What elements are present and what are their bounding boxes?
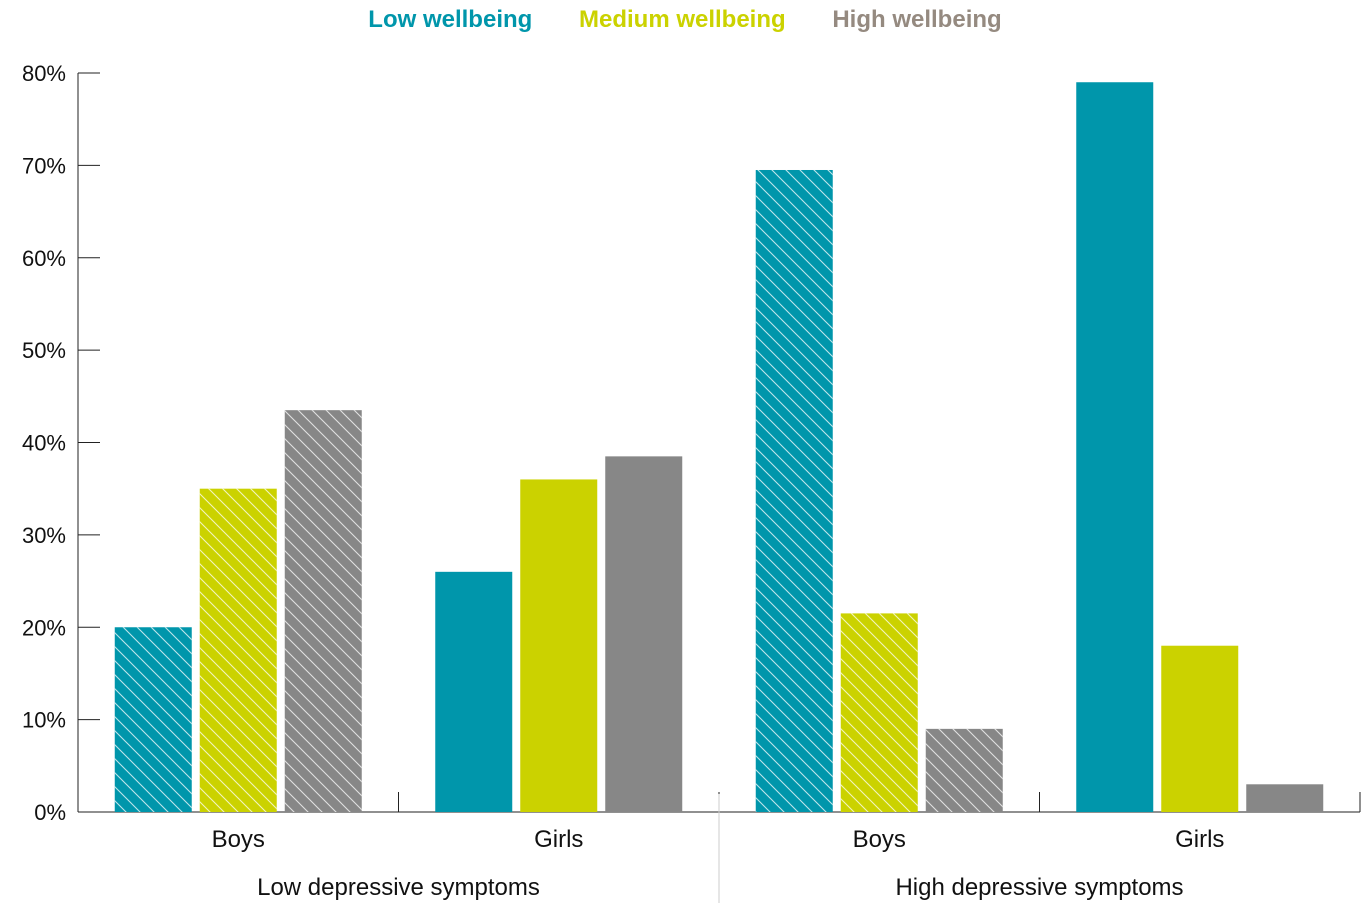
y-tick-label: 30% (22, 523, 66, 548)
bar (520, 479, 598, 812)
y-tick-label: 40% (22, 431, 66, 456)
legend-high-wellbeing: High wellbeing (832, 6, 1002, 33)
x-category-label: Boys (853, 826, 906, 853)
y-tick-label: 10% (22, 708, 66, 733)
x-category-label: Girls (1175, 826, 1224, 853)
bar-hatch (925, 728, 1003, 812)
y-tick-label: 20% (22, 615, 66, 640)
legend-low-wellbeing: Low wellbeing (368, 6, 533, 33)
bar-hatch (840, 613, 918, 812)
legend-medium-wellbeing: Medium wellbeing (578, 6, 786, 33)
y-tick-label: 0% (34, 800, 66, 825)
bar (1246, 784, 1324, 812)
y-tick-label: 60% (22, 246, 66, 271)
bar (605, 456, 683, 812)
bar-hatch (199, 488, 277, 812)
y-tick-label: 70% (22, 153, 66, 178)
bar-hatch (114, 627, 192, 812)
bar-hatch (284, 410, 362, 812)
bar (435, 571, 513, 812)
chart-legend: Low wellbeing Medium wellbeing High well… (0, 6, 1370, 34)
bar-hatch (755, 169, 833, 812)
x-category-label: Boys (212, 826, 265, 853)
y-tick-label: 50% (22, 338, 66, 363)
y-tick-label: 80% (22, 61, 66, 86)
x-group-label: Low depressive symptoms (257, 874, 540, 901)
bar (1076, 82, 1154, 813)
bar (1161, 645, 1239, 812)
x-category-label: Girls (534, 826, 583, 853)
x-group-label: High depressive symptoms (895, 874, 1183, 901)
